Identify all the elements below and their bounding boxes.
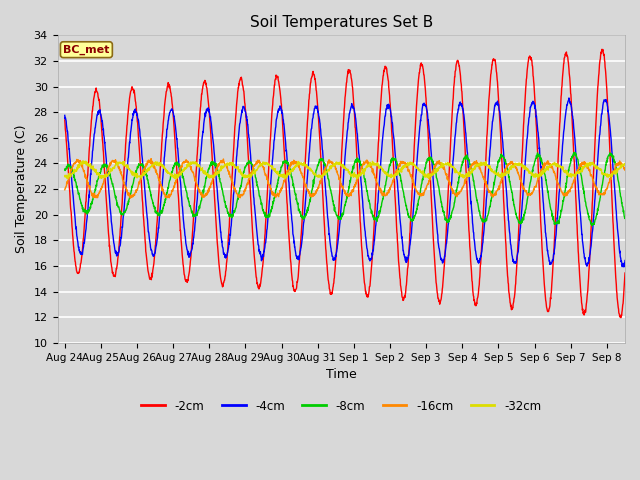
-4cm <box>333 245 341 251</box>
-4cm <box>565 95 573 101</box>
-8cm <box>319 156 326 162</box>
-16cm <box>334 171 342 177</box>
-16cm <box>621 168 629 173</box>
-2cm <box>502 241 509 247</box>
-16cm <box>605 180 613 186</box>
-8cm <box>621 215 629 220</box>
-16cm <box>319 171 326 177</box>
-8cm <box>588 223 596 228</box>
-32cm <box>621 160 629 166</box>
-16cm <box>147 156 155 161</box>
-32cm <box>90 167 97 172</box>
Line: -2cm: -2cm <box>65 49 625 318</box>
-8cm <box>605 152 613 157</box>
-8cm <box>572 150 579 156</box>
-16cm <box>127 195 134 201</box>
Title: Soil Temperatures Set B: Soil Temperatures Set B <box>250 15 433 30</box>
-2cm <box>319 183 326 189</box>
-4cm <box>502 182 509 188</box>
-32cm <box>319 172 326 178</box>
-2cm <box>621 270 629 276</box>
-2cm <box>598 47 606 52</box>
-2cm <box>617 315 625 321</box>
-2cm <box>605 129 613 134</box>
X-axis label: Time: Time <box>326 368 356 381</box>
-16cm <box>90 193 97 199</box>
Legend: -2cm, -4cm, -8cm, -16cm, -32cm: -2cm, -4cm, -8cm, -16cm, -32cm <box>137 395 546 417</box>
Line: -16cm: -16cm <box>65 158 625 198</box>
Text: BC_met: BC_met <box>63 45 109 55</box>
-16cm <box>605 180 613 186</box>
-2cm <box>61 117 68 123</box>
-16cm <box>61 187 68 192</box>
-8cm <box>333 213 341 219</box>
-32cm <box>502 168 510 174</box>
-8cm <box>90 193 97 199</box>
-32cm <box>334 159 342 165</box>
-4cm <box>605 115 613 120</box>
-2cm <box>605 122 612 128</box>
-32cm <box>605 172 613 178</box>
Line: -8cm: -8cm <box>65 153 625 226</box>
-2cm <box>90 100 97 106</box>
-2cm <box>333 235 341 241</box>
-32cm <box>61 173 68 179</box>
Line: -32cm: -32cm <box>65 161 625 179</box>
-8cm <box>61 166 68 172</box>
-4cm <box>621 258 629 264</box>
-4cm <box>90 141 97 146</box>
-4cm <box>61 112 68 118</box>
-16cm <box>502 166 510 171</box>
-4cm <box>620 264 628 270</box>
Line: -4cm: -4cm <box>65 98 625 267</box>
-32cm <box>605 173 613 179</box>
Y-axis label: Soil Temperature (C): Soil Temperature (C) <box>15 125 28 253</box>
-8cm <box>605 153 613 158</box>
-32cm <box>79 158 87 164</box>
-4cm <box>319 147 326 153</box>
-8cm <box>502 160 509 166</box>
-32cm <box>172 176 180 182</box>
-4cm <box>605 112 612 118</box>
